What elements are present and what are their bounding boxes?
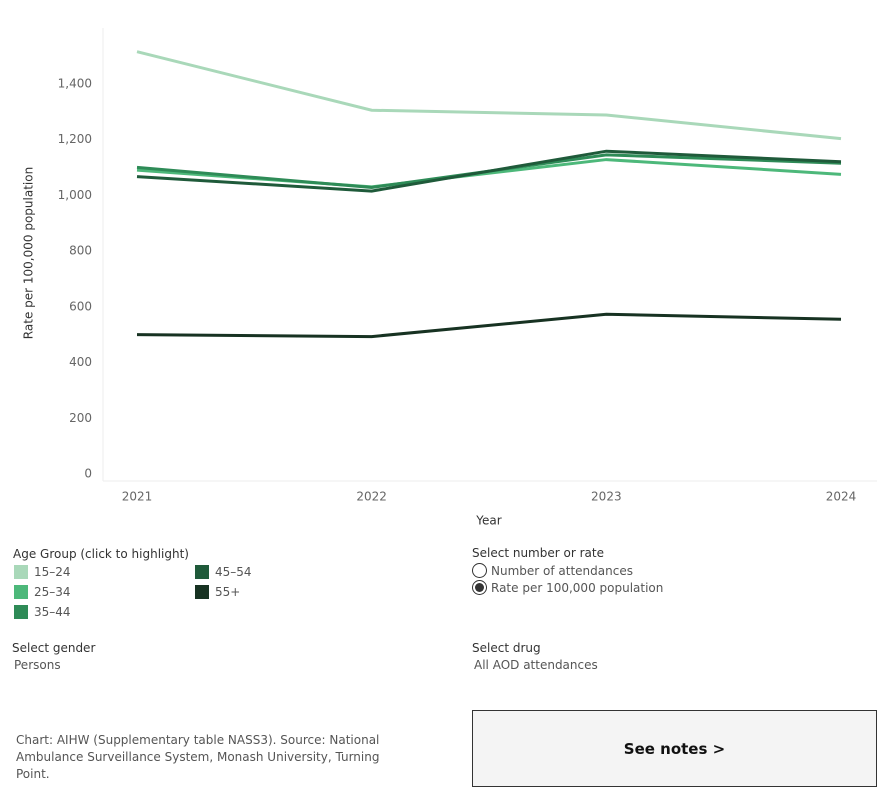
- y-tick-label: 0: [84, 467, 92, 481]
- radio-option[interactable]: Rate per 100,000 population: [472, 580, 663, 595]
- y-tick-label: 1,400: [58, 76, 92, 90]
- legend-label: 15–24: [34, 565, 71, 579]
- legend-item[interactable]: 55+: [195, 585, 240, 599]
- legend-swatch: [195, 565, 209, 579]
- series-line: [136, 312, 842, 339]
- legend-label: 55+: [215, 585, 241, 599]
- y-tick-label: 600: [69, 299, 92, 313]
- legend-item[interactable]: 15–24: [14, 565, 71, 579]
- radio-option[interactable]: Number of attendances: [472, 563, 633, 578]
- legend-swatch: [195, 585, 209, 599]
- x-axis-label: Year: [475, 514, 501, 528]
- legend-label: 35–44: [34, 605, 71, 619]
- radio-button: [472, 563, 487, 578]
- radio-label: Number of attendances: [491, 563, 633, 578]
- series-line: [136, 149, 842, 193]
- control-title: Select number or rate: [472, 546, 604, 560]
- legend-item[interactable]: 45–54: [195, 565, 252, 579]
- radio-button: [472, 580, 487, 595]
- x-tick-label: 2021: [122, 490, 153, 504]
- y-tick-label: 400: [69, 355, 92, 369]
- y-axis-label: Rate per 100,000 population: [22, 167, 36, 339]
- control-value[interactable]: All AOD attendances: [474, 658, 598, 672]
- control-value[interactable]: Persons: [14, 658, 61, 672]
- chart: Rate per 100,000 population Year 0 200 400…: [22, 28, 877, 528]
- legend-swatch: [14, 585, 28, 599]
- notes-button[interactable]: See notes >: [472, 710, 877, 787]
- legend-label: 25–34: [34, 585, 71, 599]
- radio-label: Rate per 100,000 population: [491, 580, 664, 595]
- legend-item[interactable]: 25–34: [14, 585, 71, 599]
- x-tick-label: 2024: [826, 490, 857, 504]
- legend-label: 45–54: [215, 565, 252, 579]
- y-tick-label: 200: [69, 411, 92, 425]
- y-tick-label: 1,200: [58, 132, 92, 146]
- control-title: Select gender: [12, 641, 96, 655]
- control-title: Select drug: [472, 641, 541, 655]
- legend-swatch: [14, 605, 28, 619]
- x-tick-label: 2023: [591, 490, 622, 504]
- x-tick-label: 2022: [356, 490, 387, 504]
- legend-title: Age Group (click to highlight): [13, 547, 189, 561]
- y-tick-label: 1,000: [58, 188, 92, 202]
- legend-swatch: [14, 565, 28, 579]
- y-tick-label: 800: [69, 244, 92, 258]
- legend-item[interactable]: 35–44: [14, 605, 71, 619]
- series-line: [136, 50, 842, 141]
- source-note: Chart: AIHW (Supplementary table NASS3).…: [16, 733, 380, 781]
